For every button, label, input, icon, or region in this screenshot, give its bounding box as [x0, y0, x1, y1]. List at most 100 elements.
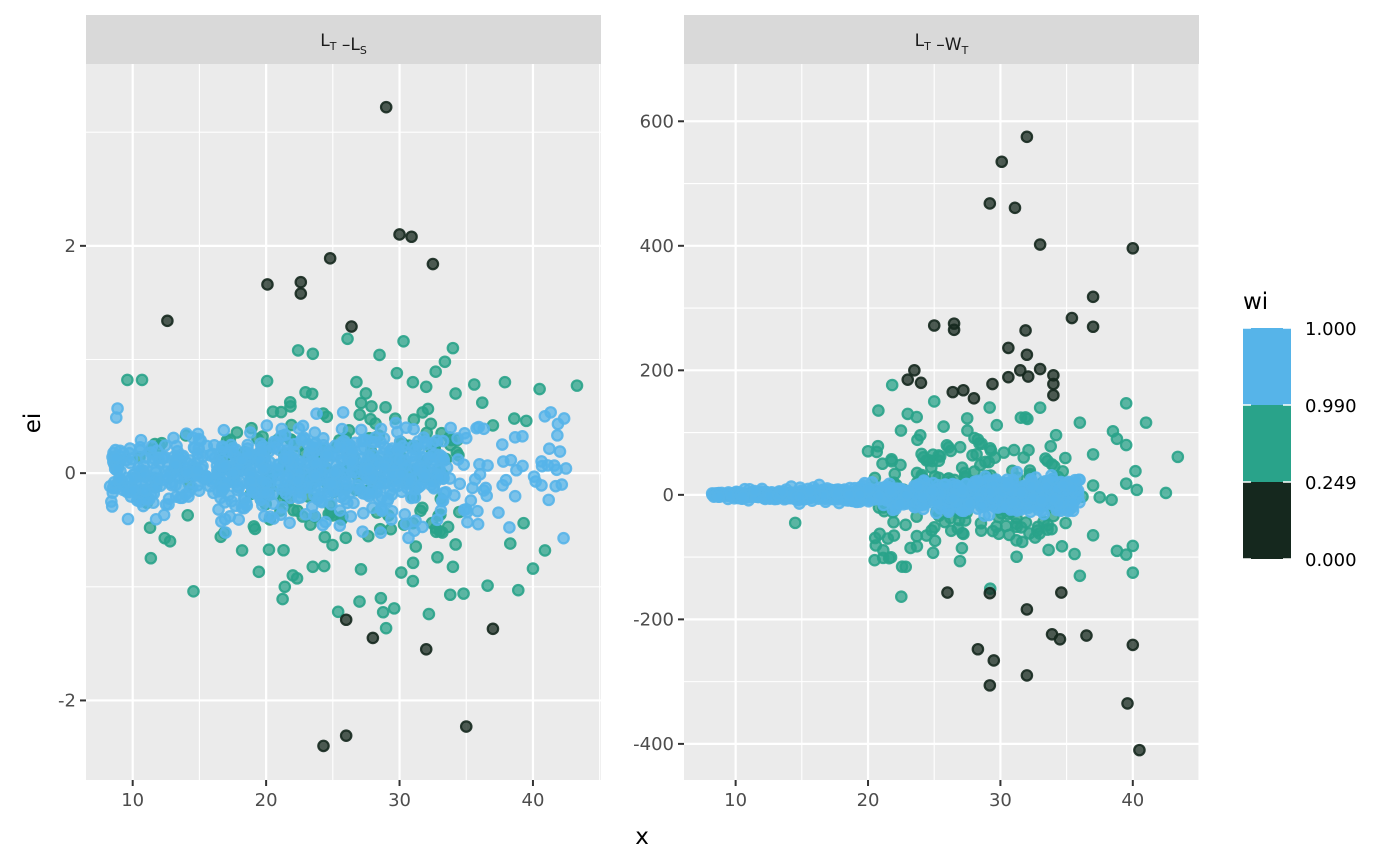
x-tick-label: 40 [522, 790, 545, 811]
scatter-point [1086, 529, 1100, 542]
scatter-point [466, 481, 479, 495]
scatter-point [446, 560, 460, 574]
scatter-point [278, 580, 292, 594]
scatter-point [1119, 397, 1133, 410]
scatter-point [161, 314, 174, 328]
scatter-point [885, 378, 899, 392]
scatter-point [1073, 569, 1087, 583]
scatter-point [788, 516, 802, 530]
scatter-point [570, 379, 584, 392]
scatter-point [126, 484, 140, 497]
scatter-point [876, 544, 890, 557]
scatter-point [467, 378, 481, 391]
scatter-point [132, 461, 145, 474]
scatter-point [953, 554, 967, 568]
scatter-point [925, 485, 939, 498]
scatter-point [712, 490, 726, 504]
scatter-point [516, 459, 529, 473]
scatter-point [387, 602, 401, 615]
x-tick-label: 30 [388, 790, 411, 811]
x-tick-label: 20 [857, 790, 880, 811]
scatter-point [365, 435, 379, 449]
scatter-point [365, 484, 379, 498]
scatter-point [1086, 479, 1100, 492]
scatter-point [147, 496, 160, 510]
scatter-point [393, 453, 407, 467]
scatter-point [306, 347, 320, 361]
scatter-point [910, 540, 924, 553]
y-tick-label: 0 [65, 463, 76, 484]
scatter-point [426, 257, 440, 271]
scatter-point [414, 504, 427, 518]
scatter-point [511, 583, 525, 597]
scatter-point [457, 458, 470, 471]
scatter-point [538, 544, 552, 557]
scatter-point [971, 642, 985, 656]
scatter-point [473, 458, 486, 471]
scatter-point [1126, 539, 1140, 553]
scatter-point [424, 478, 438, 492]
scatter-point [180, 427, 193, 440]
y-tick-label: 400 [640, 236, 674, 257]
y-tick-label: -400 [633, 734, 674, 755]
scatter-point [149, 462, 162, 476]
scatter-point [282, 470, 296, 483]
scatter-point [526, 562, 540, 575]
scatter-point [422, 607, 436, 621]
scatter-point [908, 364, 921, 377]
scatter-point [374, 526, 388, 540]
scatter-point [109, 411, 123, 424]
scatter-point [271, 458, 285, 472]
scatter-point [951, 522, 965, 535]
scatter-point [135, 373, 149, 387]
scatter-point [1055, 540, 1069, 553]
scatter-point [219, 526, 232, 539]
scatter-point [974, 524, 988, 537]
scatter-point [477, 484, 491, 497]
scatter-point [803, 484, 816, 498]
scatter-point [277, 543, 290, 557]
scatter-point [911, 480, 925, 493]
scatter-point [215, 440, 229, 453]
scatter-point [288, 437, 301, 451]
scatter-point [294, 275, 308, 289]
scatter-point [283, 516, 296, 530]
scatter-point [260, 374, 274, 388]
scatter-point [377, 460, 391, 473]
scatter-point [200, 439, 214, 453]
scatter-point [460, 505, 474, 519]
scatter-point [1031, 520, 1045, 534]
scatter-point [385, 513, 398, 526]
scatter-point [393, 228, 406, 241]
scatter-point [134, 433, 148, 447]
scatter-point [475, 396, 489, 409]
scatter-point [1066, 495, 1080, 509]
scatter-point [983, 679, 997, 692]
scatter-point [341, 332, 354, 346]
scatter-point [123, 442, 137, 455]
scatter-point [499, 473, 513, 487]
scatter-point [257, 462, 270, 475]
scatter-point [391, 425, 404, 439]
scatter-point [543, 442, 556, 456]
scatter-point [217, 482, 231, 495]
scatter-point [453, 477, 467, 491]
scatter-point [310, 407, 323, 421]
scatter-point [112, 472, 126, 486]
scatter-point [333, 519, 347, 532]
scatter-point [873, 527, 886, 541]
scatter-point [868, 553, 881, 567]
y-tick-label: 2 [65, 236, 76, 257]
scatter-point [1121, 697, 1134, 710]
scatter-point [1055, 586, 1068, 599]
scatter-point [297, 431, 311, 444]
scatter-point [235, 501, 249, 514]
scatter-point [984, 485, 997, 499]
scatter-point [1019, 324, 1032, 337]
scatter-point [895, 590, 908, 603]
scatter-point [283, 395, 297, 409]
scatter-point [962, 497, 976, 510]
scatter-point [157, 508, 171, 522]
legend-label: 1.000 [1305, 319, 1357, 340]
